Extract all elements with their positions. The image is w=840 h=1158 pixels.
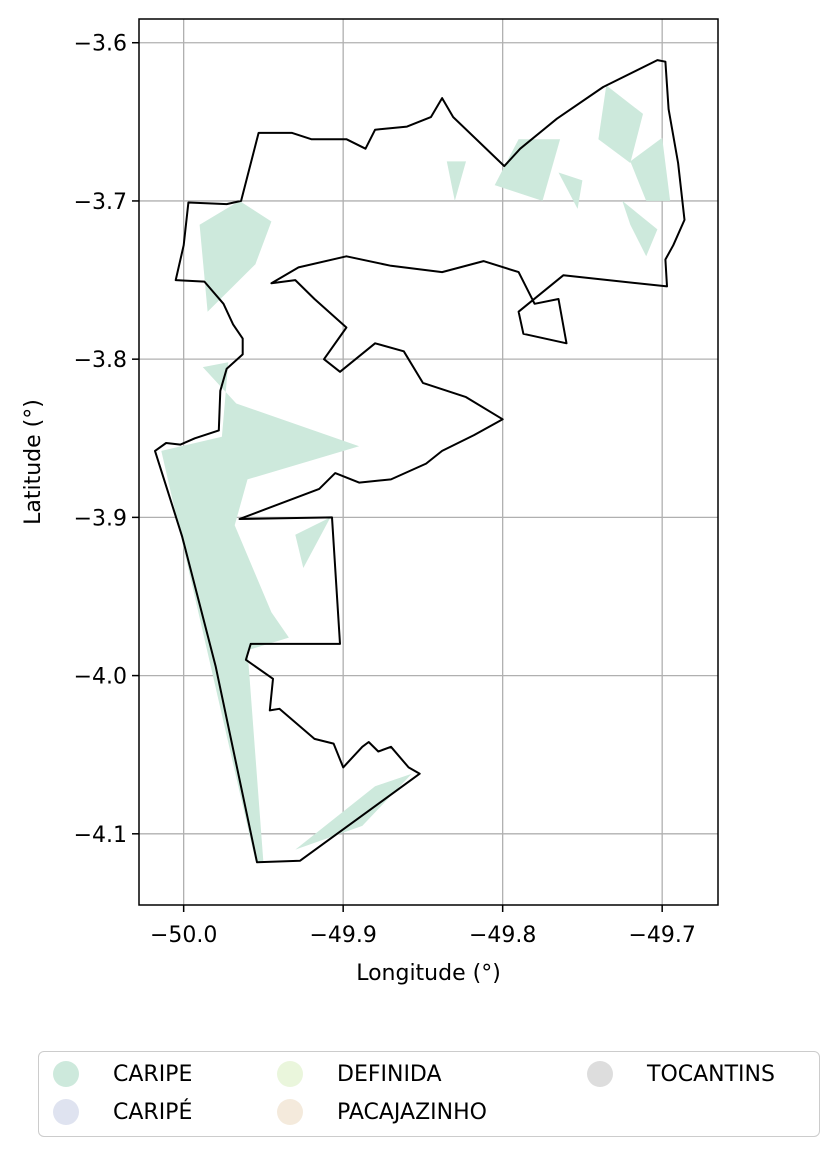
y-ticks: −3.6 −3.7 −3.8 −3.9 −4.0 −4.1	[74, 32, 139, 848]
x-axis-label: Longitude (°)	[356, 961, 501, 986]
caripe-region-5	[494, 139, 561, 201]
x-tick-label-1: −49.9	[309, 923, 376, 948]
y-tick-label-4: −4.0	[74, 665, 127, 690]
legend-label: PACAJAZINHO	[337, 1099, 487, 1125]
legend-marker	[277, 1061, 303, 1087]
caripe-region-1	[199, 200, 272, 312]
x-tick-label-0: −50.0	[150, 923, 217, 948]
caripe-region-9	[622, 200, 658, 257]
caripe-region-2	[295, 517, 331, 568]
boundary-outline-path	[154, 59, 686, 864]
y-axis-label: Latitude (°)	[21, 399, 46, 525]
legend-marker	[587, 1061, 613, 1087]
caripe-region-4	[446, 161, 466, 201]
y-tick-label-2: −3.8	[74, 348, 127, 373]
legend-label: CARIPÉ	[113, 1099, 193, 1125]
caripe-fill-regions	[161, 85, 671, 863]
caripe-region-7	[598, 85, 643, 163]
legend-label: CARIPE	[113, 1061, 193, 1087]
caripe-region-6	[558, 172, 583, 209]
legend: CARIPE CARIPÉ DEFINIDA PACAJAZINHO TOCANTINS	[38, 1051, 820, 1137]
caripe-region-0	[161, 362, 360, 863]
legend-item-caripe: CARIPE	[53, 1056, 192, 1092]
boundary-outline	[154, 59, 686, 864]
y-tick-label-3: −3.9	[74, 506, 127, 531]
legend-label: DEFINIDA	[337, 1061, 442, 1087]
legend-item-caripé: CARIPÉ	[53, 1094, 192, 1130]
caripe-region-3	[295, 773, 412, 850]
legend-marker	[53, 1061, 79, 1087]
legend-label: TOCANTINS	[647, 1061, 775, 1087]
y-tick-label-0: −3.6	[74, 32, 127, 57]
legend-item-tocantins: TOCANTINS	[587, 1056, 775, 1092]
legend-item-definida: DEFINIDA	[277, 1056, 442, 1092]
x-ticks: −50.0 −49.9 −49.8 −49.7	[150, 905, 696, 948]
y-tick-label-5: −4.1	[74, 823, 127, 848]
x-tick-label-3: −49.7	[628, 923, 695, 948]
axes-frame	[138, 18, 719, 906]
legend-item-pacajazinho: PACAJAZINHO	[277, 1094, 487, 1130]
caripe-region-8	[630, 137, 671, 201]
y-tick-label-1: −3.7	[74, 190, 127, 215]
x-tick-label-2: −49.8	[469, 923, 536, 948]
legend-marker	[53, 1099, 79, 1125]
legend-marker	[277, 1099, 303, 1125]
